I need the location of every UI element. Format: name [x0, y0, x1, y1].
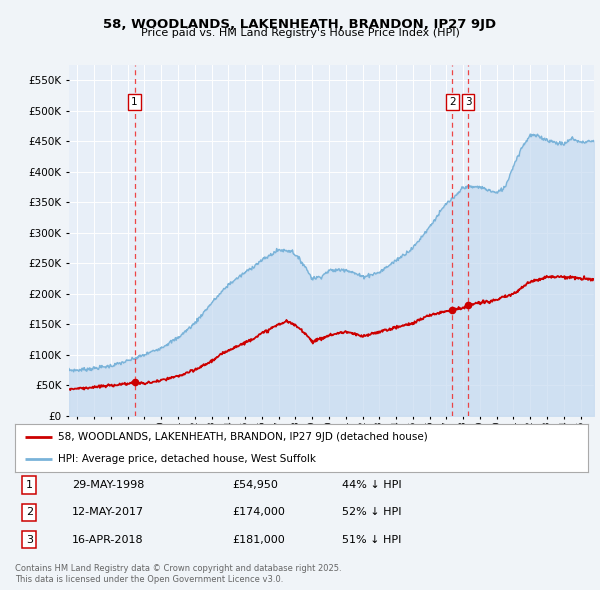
Text: 2: 2 [26, 507, 33, 517]
Text: 1: 1 [26, 480, 33, 490]
Text: 16-APR-2018: 16-APR-2018 [73, 535, 144, 545]
Text: 29-MAY-1998: 29-MAY-1998 [73, 480, 145, 490]
Text: £181,000: £181,000 [233, 535, 286, 545]
Text: 51% ↓ HPI: 51% ↓ HPI [341, 535, 401, 545]
Text: 3: 3 [26, 535, 33, 545]
Text: 52% ↓ HPI: 52% ↓ HPI [341, 507, 401, 517]
Text: Contains HM Land Registry data © Crown copyright and database right 2025.: Contains HM Land Registry data © Crown c… [15, 565, 341, 573]
Text: 58, WOODLANDS, LAKENHEATH, BRANDON, IP27 9JD: 58, WOODLANDS, LAKENHEATH, BRANDON, IP27… [103, 18, 497, 31]
Text: 2: 2 [449, 97, 456, 107]
Text: Price paid vs. HM Land Registry's House Price Index (HPI): Price paid vs. HM Land Registry's House … [140, 28, 460, 38]
Text: This data is licensed under the Open Government Licence v3.0.: This data is licensed under the Open Gov… [15, 575, 283, 584]
Text: 3: 3 [465, 97, 472, 107]
Text: HPI: Average price, detached house, West Suffolk: HPI: Average price, detached house, West… [58, 454, 316, 464]
Text: 58, WOODLANDS, LAKENHEATH, BRANDON, IP27 9JD (detached house): 58, WOODLANDS, LAKENHEATH, BRANDON, IP27… [58, 432, 428, 442]
Text: £54,950: £54,950 [233, 480, 278, 490]
Text: 12-MAY-2017: 12-MAY-2017 [73, 507, 145, 517]
Text: 1: 1 [131, 97, 138, 107]
Text: £174,000: £174,000 [233, 507, 286, 517]
Text: 44% ↓ HPI: 44% ↓ HPI [341, 480, 401, 490]
